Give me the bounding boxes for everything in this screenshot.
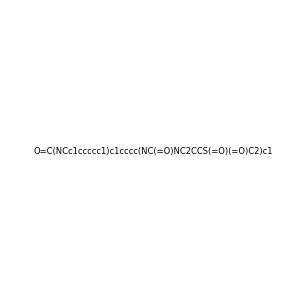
Text: O=C(NCc1ccccc1)c1cccc(NC(=O)NC2CCS(=O)(=O)C2)c1: O=C(NCc1ccccc1)c1cccc(NC(=O)NC2CCS(=O)(=… — [34, 147, 274, 156]
